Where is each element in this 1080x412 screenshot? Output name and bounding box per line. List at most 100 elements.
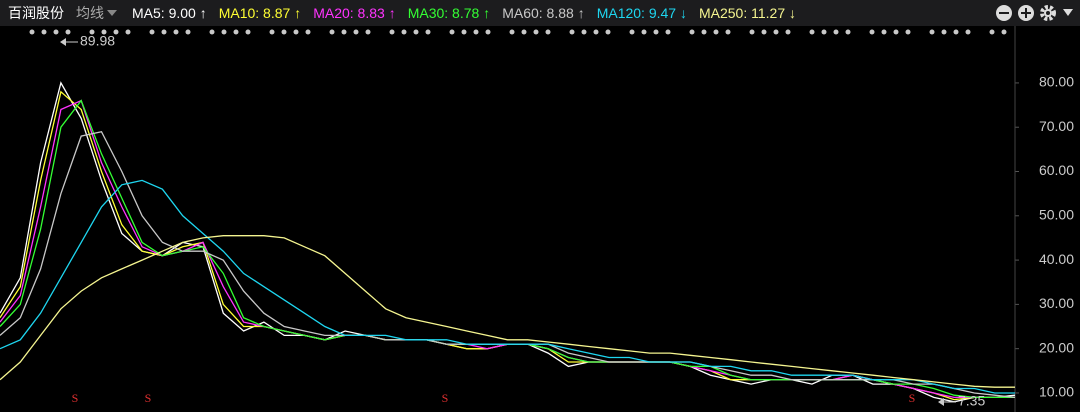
- event-dot: [581, 29, 587, 35]
- event-dot: [785, 29, 791, 35]
- ma-line: [0, 235, 1015, 388]
- event-dot: [485, 29, 491, 35]
- event-dot: [29, 29, 35, 35]
- event-dot: [605, 29, 611, 35]
- settings[interactable]: [1040, 5, 1056, 21]
- y-tick-label: 10.00: [1039, 384, 1074, 400]
- y-tick-label: 80.00: [1039, 74, 1074, 90]
- ma-line: [0, 179, 1015, 394]
- y-tick-label: 40.00: [1039, 251, 1074, 267]
- event-dot: [665, 29, 671, 35]
- y-tick-label: 50.00: [1039, 207, 1074, 223]
- event-dot: [809, 29, 815, 35]
- indicator-select[interactable]: 均线: [76, 5, 104, 21]
- event-dot: [509, 29, 515, 35]
- collapse[interactable]: [1063, 9, 1073, 16]
- legend: MA5: 9.00 ↑ MA10: 8.87 ↑ MA20: 8.83 ↑ MA30:…: [132, 5, 808, 21]
- event-dot: [89, 29, 95, 35]
- event-dot: [929, 29, 935, 35]
- event-dot: [341, 29, 347, 35]
- annotation-label: 89.98: [80, 33, 115, 49]
- event-dot: [125, 29, 131, 35]
- ma-line: [0, 130, 1016, 399]
- y-tick-label: 70.00: [1039, 118, 1074, 134]
- event-dot: [893, 29, 899, 35]
- event-dot: [833, 29, 839, 35]
- ma-line: [0, 90, 1015, 401]
- zoom-in[interactable]: [1018, 5, 1034, 21]
- event-dot: [41, 29, 47, 35]
- event-dot: [593, 29, 599, 35]
- signal-marker: S: [442, 391, 449, 405]
- signal-marker: S: [909, 391, 916, 405]
- signal-marker: S: [72, 391, 79, 405]
- y-tick-label: 30.00: [1039, 295, 1074, 311]
- event-dot: [293, 29, 299, 35]
- event-dot: [569, 29, 575, 35]
- legend-entry: MA30: 8.78 ↑: [407, 5, 491, 21]
- event-dot: [653, 29, 659, 35]
- event-dot: [425, 29, 431, 35]
- event-dot: [233, 29, 239, 35]
- event-dot: [161, 29, 167, 35]
- dropdown-caret[interactable]: [106, 8, 118, 18]
- event-dot: [101, 29, 107, 35]
- ma-line: [0, 99, 1015, 399]
- y-tick-label: 60.00: [1039, 162, 1074, 178]
- event-dot: [713, 29, 719, 35]
- event-dot: [941, 29, 947, 35]
- event-dot: [761, 29, 767, 35]
- event-dot: [773, 29, 779, 35]
- event-dot: [305, 29, 311, 35]
- event-dot: [365, 29, 371, 35]
- zoom-out[interactable]: [996, 5, 1012, 21]
- annotation-label: 7.35: [958, 393, 985, 409]
- y-tick-label: 20.00: [1039, 339, 1074, 355]
- event-dot: [905, 29, 911, 35]
- event-dot: [221, 29, 227, 35]
- legend-entry: MA60: 8.88 ↑: [502, 5, 585, 21]
- event-dot: [389, 29, 395, 35]
- event-dot: [701, 29, 707, 35]
- annotation-arrowhead: [60, 38, 66, 46]
- ma-line: [0, 81, 1016, 403]
- event-dot: [149, 29, 155, 35]
- event-dot: [245, 29, 251, 35]
- event-dot: [185, 29, 191, 35]
- event-dot: [545, 29, 551, 35]
- header: 百润股份 均线 MA5: 9.00 ↑ MA10: 8.87 ↑ MA20: 8.8…: [0, 0, 1080, 26]
- event-dot: [521, 29, 527, 35]
- event-dot: [821, 29, 827, 35]
- legend-entry: MA20: 8.83 ↑: [313, 5, 396, 21]
- event-dot: [461, 29, 467, 35]
- event-dot: [845, 29, 851, 35]
- event-dot: [641, 29, 647, 35]
- event-dot: [173, 29, 179, 35]
- event-dot: [209, 29, 215, 35]
- toolbar: [996, 5, 1073, 21]
- event-dot: [449, 29, 455, 35]
- event-dot: [353, 29, 359, 35]
- event-dot: [725, 29, 731, 35]
- event-dot: [689, 29, 695, 35]
- signal-marker: S: [145, 391, 152, 405]
- legend-entry: MA120: 9.47 ↓: [596, 5, 687, 21]
- event-dot: [989, 29, 995, 35]
- event-dot: [965, 29, 971, 35]
- event-dot: [53, 29, 59, 35]
- event-dot: [629, 29, 635, 35]
- event-dot: [269, 29, 275, 35]
- event-dot: [1001, 29, 1007, 35]
- event-dot: [473, 29, 479, 35]
- event-dot: [953, 29, 959, 35]
- event-dot: [869, 29, 875, 35]
- event-dot: [281, 29, 287, 35]
- event-dot: [533, 29, 539, 35]
- legend-entry: MA10: 8.87 ↑: [218, 5, 302, 21]
- stock-name: 百润股份: [8, 5, 64, 21]
- event-dot: [401, 29, 407, 35]
- annotation-arrowhead: [938, 398, 944, 406]
- legend-entry: MA5: 9.00 ↑: [132, 5, 207, 21]
